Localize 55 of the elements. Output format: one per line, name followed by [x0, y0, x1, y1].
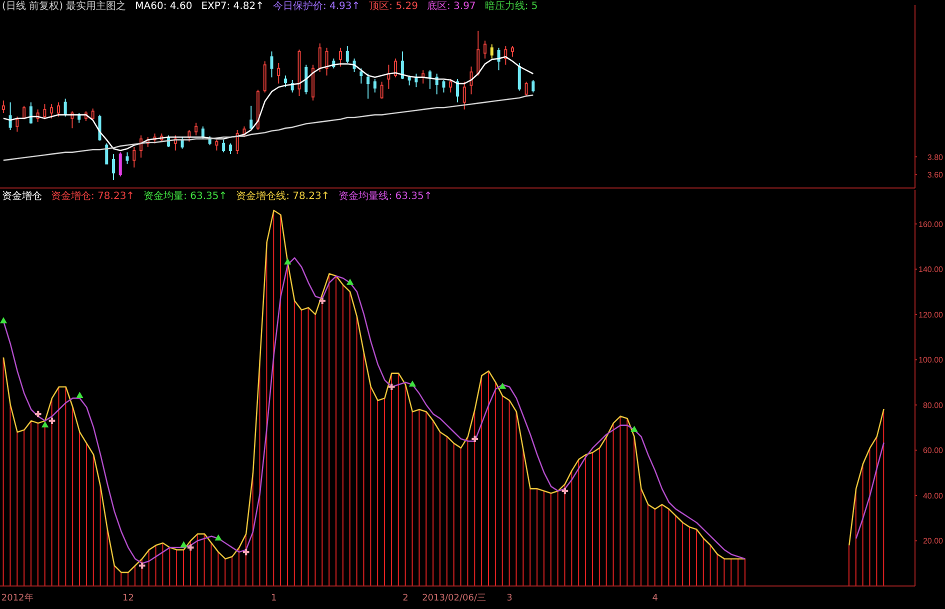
point [408, 380, 416, 387]
candlestick [270, 50, 274, 78]
y-tick-label: 80.00 [922, 400, 944, 410]
x-tick-label: 2 [402, 593, 408, 604]
point [0, 317, 8, 324]
annotation: 底区: 3.97 [426, 1, 476, 13]
chart-title: 资金增仓 [2, 191, 42, 203]
annotation: 今日保护价: 4.93↑ [272, 1, 360, 13]
x-tick-label: 1 [270, 593, 277, 604]
annotation: 暗压力线: 5 [484, 1, 538, 13]
line-series [2, 94, 534, 161]
point [76, 392, 84, 398]
point [388, 384, 395, 390]
annotation: 资金均量线: 63.35↑ [338, 191, 432, 203]
y-tick-label: 140.00 [918, 265, 944, 274]
annotation: 资金增仓: 78.23↑ [51, 191, 135, 203]
x-tick-label: 4 [652, 593, 658, 604]
x-tick-label: 2012年 [1, 592, 34, 604]
candlestick [470, 66, 473, 95]
point [242, 548, 250, 556]
point [562, 488, 568, 494]
x-tick-label: 3 [506, 593, 512, 604]
point [34, 410, 42, 418]
annotation: EXP7: 4.82↑ [201, 1, 264, 13]
annotation: 资金增仓线: 78.23↑ [236, 191, 330, 203]
x-tick-label: 12 [122, 593, 134, 604]
point [630, 426, 638, 432]
y-tick-label: 40.00 [922, 491, 944, 500]
point [41, 421, 49, 428]
annotation: 顶区: 5.29 [369, 1, 418, 13]
point [214, 534, 222, 541]
point [284, 258, 292, 264]
candlestick [112, 154, 115, 180]
candlestick [456, 78, 459, 103]
point [180, 541, 188, 548]
candlestick [277, 62, 280, 84]
x-tick-label: 2013/02/06/三 [422, 593, 486, 604]
point [319, 298, 326, 304]
point [472, 436, 478, 442]
y-tick-label: 20.00 [922, 536, 944, 546]
annotation: 资金均量: 63.35↑ [144, 191, 228, 203]
point [138, 562, 146, 569]
annotation: MA60: 4.60 [135, 1, 192, 13]
point [187, 544, 194, 551]
point [346, 278, 354, 285]
chart-title: (日线 前复权) 最实用主图之 [2, 1, 126, 13]
y-tick-label: 100.00 [918, 356, 944, 365]
point [48, 418, 56, 424]
y-tick-label: 160.00 [918, 220, 944, 229]
point [498, 382, 506, 389]
y-tick-label: 60.00 [922, 446, 944, 456]
y-tick-label: 3.80 [927, 152, 944, 162]
y-tick-label: 3.60 [927, 170, 944, 180]
y-tick-label: 120.00 [918, 310, 944, 320]
candlestick [484, 40, 487, 60]
